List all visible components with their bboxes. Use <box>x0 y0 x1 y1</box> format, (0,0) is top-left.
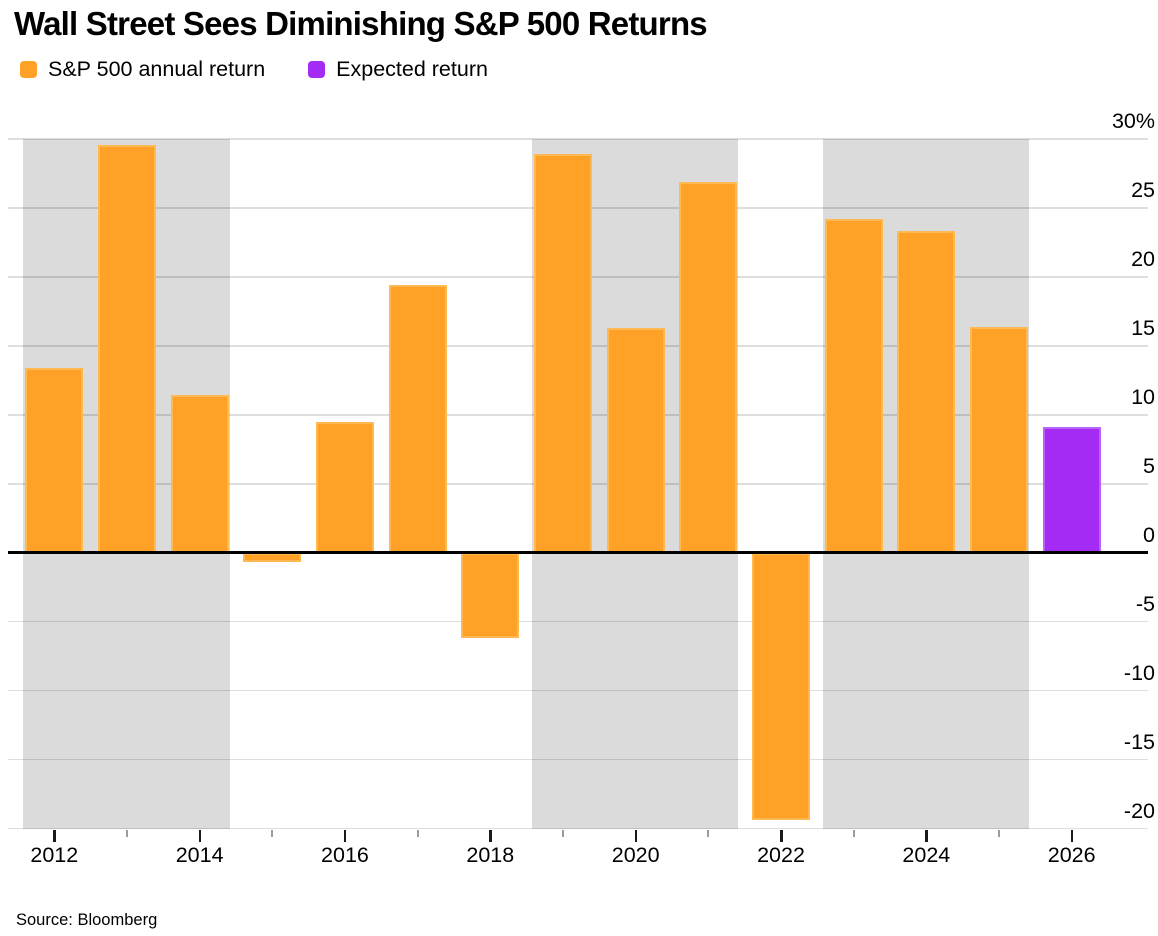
gridline-30 <box>8 138 1148 140</box>
ytick-label-0: 0 <box>1143 522 1155 547</box>
ytick-label-15: 15 <box>1131 315 1155 340</box>
bar-2013 <box>97 144 156 553</box>
x-tick-major-2014 <box>198 830 202 842</box>
bar-2018 <box>461 552 520 639</box>
xtick-label-2016: 2016 <box>321 843 369 867</box>
x-tick-minor-2015 <box>271 830 274 837</box>
ytick-label-30: 30% <box>1111 109 1155 133</box>
ytick-label-20: 20 <box>1131 246 1155 271</box>
orange-swatch-icon <box>20 60 37 78</box>
bar-2019 <box>533 154 592 553</box>
x-tick-major-2020 <box>634 830 638 842</box>
xtick-label-2020: 2020 <box>611 843 660 867</box>
legend-item-expected-return: Expected return <box>308 57 488 81</box>
legend-label: S&P 500 annual return <box>48 57 266 81</box>
x-tick-minor-2021 <box>707 830 710 837</box>
ytick-label--5: -5 <box>1135 591 1155 616</box>
x-tick-minor-2013 <box>125 830 128 837</box>
bar-2012 <box>25 367 84 553</box>
x-tick-major-2016 <box>343 830 347 842</box>
gridline--20 <box>8 827 1148 830</box>
ytick-label--15: -15 <box>1123 729 1155 754</box>
ytick-label-10: 10 <box>1131 384 1155 409</box>
source-note: Source: Bloomberg <box>16 911 158 929</box>
bar-2025 <box>970 326 1028 553</box>
x-tick-major-2022 <box>780 830 783 842</box>
legend-item-annual-return: S&P 500 annual return <box>20 57 265 81</box>
xtick-label-2012: 2012 <box>30 843 79 867</box>
bar-2017 <box>388 285 447 553</box>
purple-swatch-icon <box>308 60 326 78</box>
ytick-label-5: 5 <box>1143 453 1155 478</box>
x-tick-minor-2017 <box>416 830 419 837</box>
ytick-label-25: 25 <box>1131 177 1155 202</box>
ytick-label--20: -20 <box>1123 798 1155 823</box>
gridline--15 <box>8 758 1148 761</box>
bar-2014 <box>170 395 229 553</box>
bar-2020 <box>606 327 665 553</box>
x-tick-major-2012 <box>53 830 56 842</box>
bar-2024 <box>897 231 956 553</box>
xtick-label-2014: 2014 <box>175 843 224 867</box>
zero-axis-line <box>8 551 1148 555</box>
chart-title: Wall Street Sees Diminishing S&P 500 Ret… <box>14 5 708 42</box>
xtick-label-2022: 2022 <box>757 843 805 867</box>
gridline--10 <box>8 689 1148 692</box>
legend-label: Expected return <box>336 57 488 81</box>
x-tick-major-2026 <box>1070 830 1074 842</box>
xtick-label-2026: 2026 <box>1047 843 1096 867</box>
gridline--5 <box>8 620 1148 623</box>
bar-2023 <box>824 218 883 553</box>
x-tick-minor-2019 <box>561 830 564 837</box>
x-tick-major-2024 <box>925 830 928 842</box>
bar-2022 <box>752 552 810 821</box>
bar-2021 <box>679 181 738 553</box>
x-tick-minor-2025 <box>998 830 1000 837</box>
legend: S&P 500 annual return Expected return <box>20 57 488 81</box>
bar-2016 <box>315 421 374 553</box>
xtick-label-2024: 2024 <box>902 843 951 867</box>
ytick-label--10: -10 <box>1123 660 1155 685</box>
x-tick-minor-2023 <box>852 830 855 837</box>
xtick-label-2018: 2018 <box>466 843 515 867</box>
bar-2026 <box>1042 427 1101 553</box>
x-tick-major-2018 <box>489 830 492 842</box>
